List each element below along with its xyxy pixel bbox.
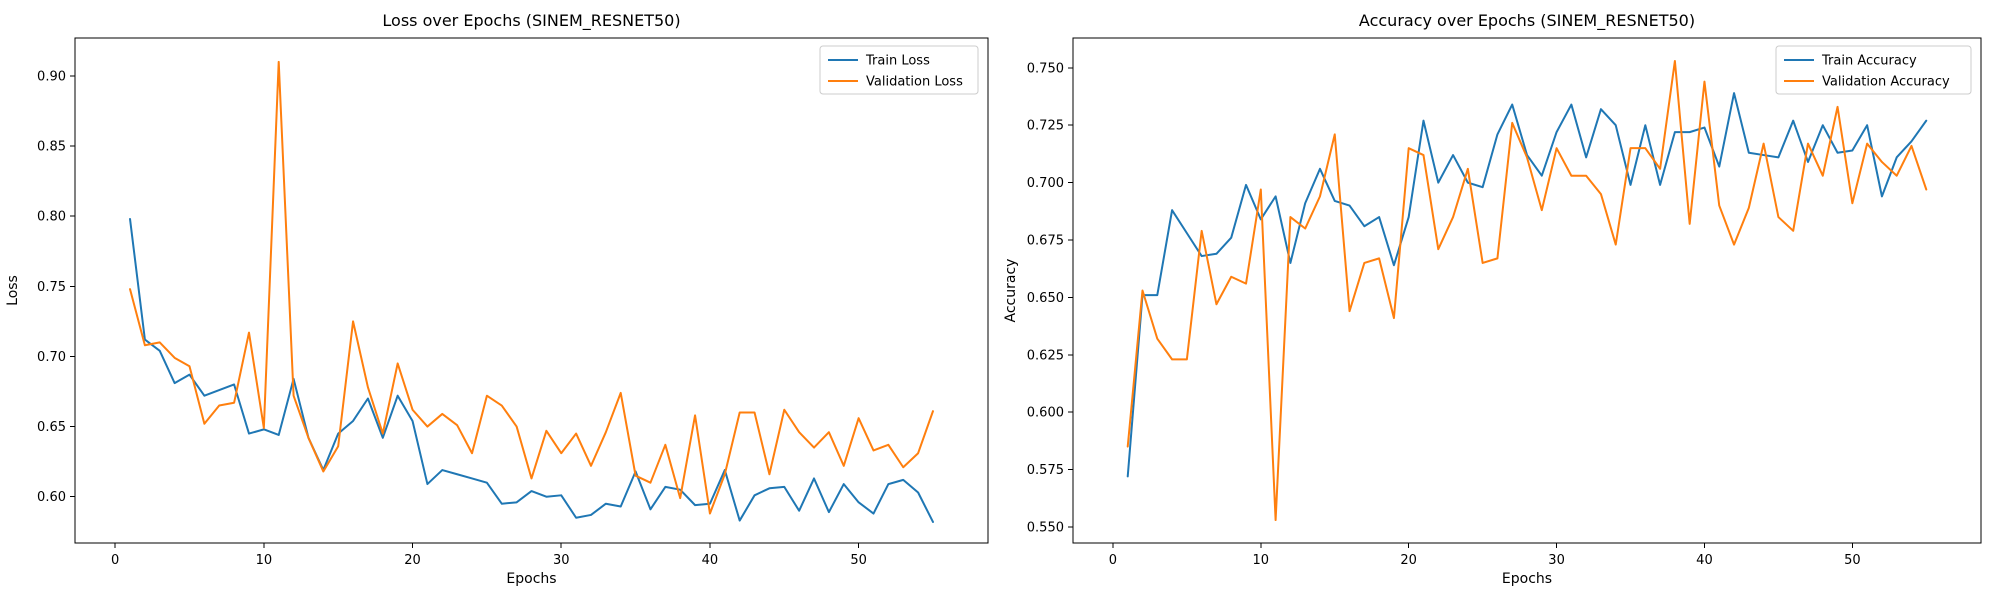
series-group <box>1126 59 1928 522</box>
x-tick-label: 10 <box>256 553 273 568</box>
y-tick-label: 0.60 <box>37 490 66 505</box>
legend: Train Accuracy Validation Accuracy <box>1775 45 1972 95</box>
y-tick-label: 0.750 <box>1027 61 1064 76</box>
chart-2: Accuracy over Epochs (SINEM_RESNET50) 0 10… <box>1003 11 1982 587</box>
legend-entry: Validation Loss <box>866 75 963 90</box>
x-tick-label: 30 <box>553 553 570 568</box>
x-axis-label: Epochs <box>506 571 556 587</box>
y-tick-label: 0.700 <box>1027 176 1064 191</box>
y-tick-label: 0.65 <box>37 420 66 435</box>
legend-box <box>1775 45 1972 95</box>
legend-entry: Train Accuracy <box>1821 54 1917 69</box>
x-tick-label: 30 <box>1548 553 1565 568</box>
y-tick-label: 0.600 <box>1027 406 1064 421</box>
y-tick-label: 0.625 <box>1027 348 1064 363</box>
x-tick-label: 0 <box>1109 553 1117 568</box>
plot-frame <box>1072 37 1982 544</box>
y-tick-label: 0.80 <box>37 210 66 225</box>
legend-box <box>819 45 979 95</box>
y-tick-label: 0.575 <box>1027 463 1064 478</box>
x-tick-label: 20 <box>1400 553 1417 568</box>
y-tick-label: 0.85 <box>37 140 66 155</box>
x-tick-label: 50 <box>850 553 867 568</box>
series-group <box>129 60 934 523</box>
y-tick-label: 0.675 <box>1027 234 1064 249</box>
y-tick-label: 0.650 <box>1027 291 1064 306</box>
chart-title: Loss over Epochs (SINEM_RESNET50) <box>382 11 680 31</box>
plot-frame <box>74 37 989 544</box>
x-axis-label: Epochs <box>1502 571 1552 587</box>
y-axis-label: Loss <box>5 275 21 306</box>
x-tick-label: 40 <box>702 553 719 568</box>
series-line-validation-loss <box>129 60 934 515</box>
legend: Train Loss Validation Loss <box>819 45 979 95</box>
series-line-validation-accuracy <box>1126 59 1928 522</box>
x-tick-label: 20 <box>404 553 421 568</box>
y-tick-label: 0.550 <box>1027 520 1064 535</box>
y-tick-label: 0.70 <box>37 350 66 365</box>
y-tick-label: 0.90 <box>37 69 66 84</box>
x-tick-label: 40 <box>1696 553 1713 568</box>
chart-title: Accuracy over Epochs (SINEM_RESNET50) <box>1359 11 1695 31</box>
y-tick-label: 0.75 <box>37 280 66 295</box>
x-tick-label: 10 <box>1253 553 1270 568</box>
x-tick-label: 0 <box>111 553 119 568</box>
x-tick-label: 50 <box>1844 553 1861 568</box>
y-tick-label: 0.725 <box>1027 119 1064 134</box>
chart-1: Loss over Epochs (SINEM_RESNET50) 0 10 20 30… <box>5 11 989 587</box>
legend-entry: Validation Accuracy <box>1822 75 1950 90</box>
series-line-train-loss <box>129 217 934 523</box>
legend-entry: Train Loss <box>865 54 930 69</box>
y-axis-label: Accuracy <box>1003 259 1019 323</box>
